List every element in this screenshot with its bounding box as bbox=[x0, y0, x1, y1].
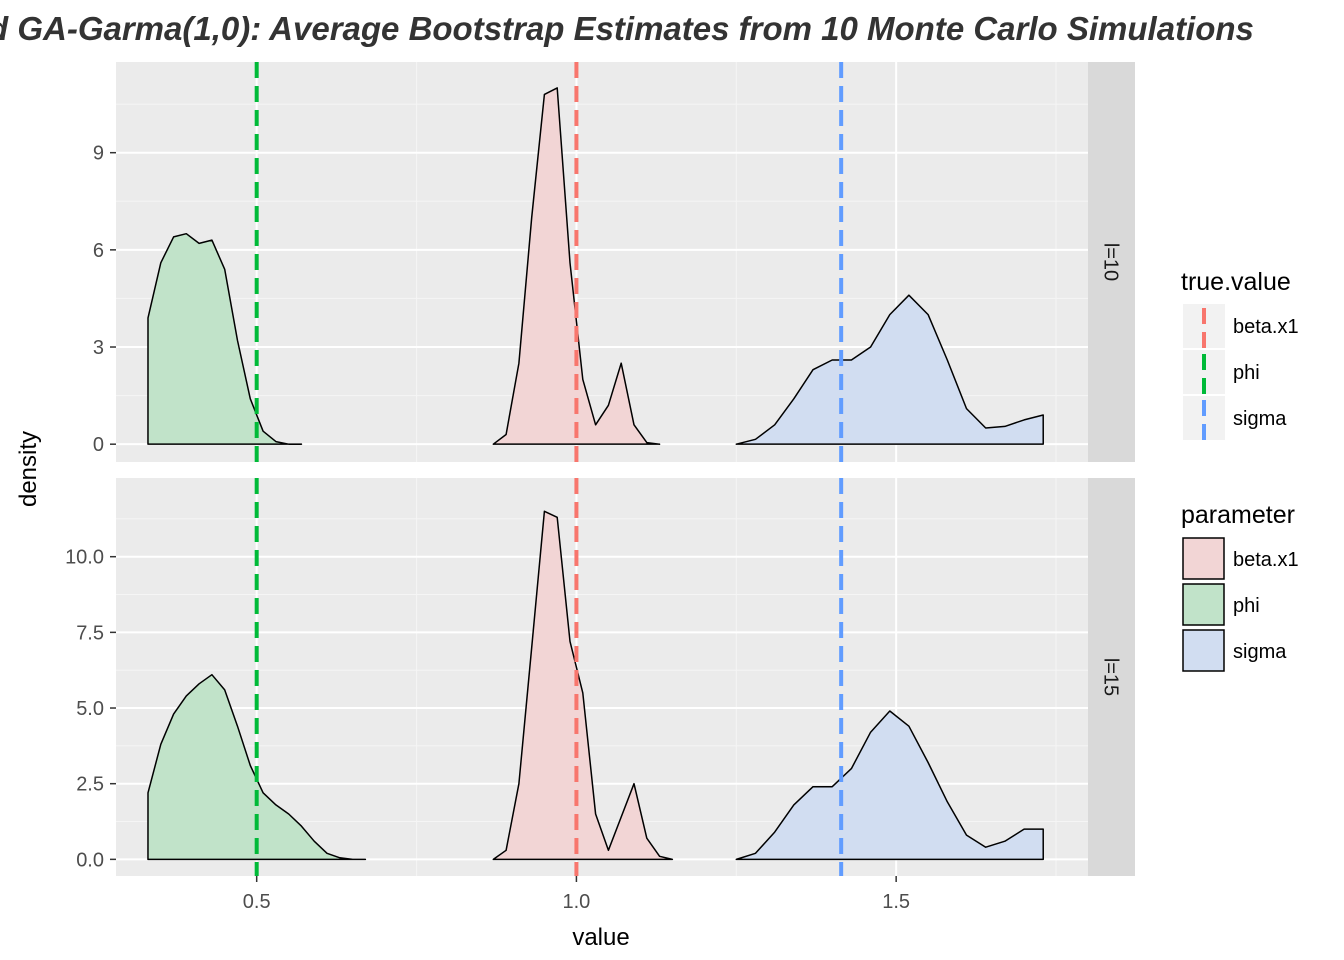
density-area-beta-x1 bbox=[492, 510, 674, 861]
facet-strip-label: l=15 bbox=[1100, 658, 1122, 696]
legend-entry-phi: phi bbox=[1183, 350, 1260, 394]
y-tick-label: 7.5 bbox=[76, 622, 104, 644]
chart-title: d GA-Garma(1,0): Average Bootstrap Estim… bbox=[0, 10, 1254, 47]
y-tick-label: 10.0 bbox=[65, 547, 104, 569]
legend-label: phi bbox=[1233, 362, 1260, 384]
legend-true-value: true.value beta.x1 phi sigma bbox=[1181, 268, 1299, 440]
density-area-sigma bbox=[735, 294, 1044, 445]
facet-panel-0: 0 3 6 9 l=10 bbox=[93, 62, 1135, 462]
legend-entry-phi: phi bbox=[1182, 583, 1260, 626]
legend-entry-sigma: sigma bbox=[1183, 396, 1287, 440]
legend-key-swatch bbox=[1182, 537, 1225, 580]
y-tick-label: 6 bbox=[93, 240, 104, 262]
density-area-beta-x1 bbox=[492, 87, 661, 445]
x-tick-label: 1.5 bbox=[882, 891, 910, 913]
legend-label: sigma bbox=[1233, 641, 1287, 663]
facet-strip bbox=[1088, 62, 1135, 462]
y-tick-label: 9 bbox=[93, 143, 104, 165]
legend-key-swatch bbox=[1182, 583, 1225, 626]
x-axis: 0.5 1.0 1.5 bbox=[243, 876, 910, 913]
legend-label: phi bbox=[1233, 595, 1260, 617]
x-tick-label: 1.0 bbox=[563, 891, 591, 913]
density-area-phi bbox=[147, 232, 303, 445]
legend-title: true.value bbox=[1181, 268, 1291, 296]
facet-panel-1: 0.0 2.5 5.0 7.5 10.0 l=15 bbox=[65, 478, 1135, 876]
legend-entry-beta-x1: beta.x1 bbox=[1183, 304, 1299, 348]
legend-entry-beta-x1: beta.x1 bbox=[1182, 537, 1299, 580]
legends: true.value beta.x1 phi sigma parameter beta.x… bbox=[1181, 268, 1299, 672]
facet-strip bbox=[1088, 478, 1135, 876]
legend-key-swatch bbox=[1182, 629, 1225, 672]
legend-label: sigma bbox=[1233, 408, 1287, 430]
legend-parameter: parameter beta.x1 phi sigma bbox=[1181, 501, 1299, 672]
y-tick-label: 0 bbox=[93, 434, 104, 456]
facet-strip-label: l=10 bbox=[1100, 243, 1122, 281]
y-tick-label: 2.5 bbox=[76, 774, 104, 796]
facet-panels: 0 3 6 9 l=10 0.0 2.5 5.0 7.5 10.0 l=15 0.5 1.0 1.5 bbox=[65, 62, 1135, 913]
x-axis-title: value bbox=[572, 924, 629, 951]
legend-entry-sigma: sigma bbox=[1182, 629, 1287, 672]
y-tick-label: 0.0 bbox=[76, 849, 104, 871]
y-tick-label: 5.0 bbox=[76, 698, 104, 720]
y-tick-label: 3 bbox=[93, 337, 104, 359]
legend-label: beta.x1 bbox=[1233, 316, 1299, 338]
x-tick-label: 0.5 bbox=[243, 891, 271, 913]
density-area-sigma bbox=[735, 710, 1044, 861]
density-area-phi bbox=[147, 673, 367, 861]
y-axis-title: density bbox=[15, 431, 42, 507]
legend-title: parameter bbox=[1181, 501, 1295, 529]
legend-label: beta.x1 bbox=[1233, 549, 1299, 571]
